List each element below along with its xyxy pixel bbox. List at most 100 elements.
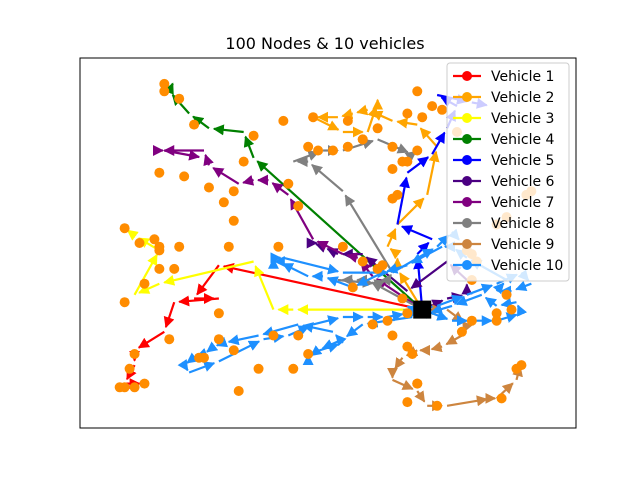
route-segment xyxy=(163,301,176,329)
customer-nodes xyxy=(114,78,537,411)
customer-node xyxy=(432,400,443,411)
route-segment xyxy=(292,150,320,163)
customer-node xyxy=(268,330,279,341)
legend-entry: Vehicle 3 xyxy=(453,111,554,127)
customer-node xyxy=(283,178,294,189)
route-segment xyxy=(466,283,493,296)
customer-node xyxy=(134,238,145,248)
customer-node xyxy=(382,315,393,326)
customer-node xyxy=(506,304,517,315)
route-segment xyxy=(380,273,392,287)
customer-node xyxy=(154,245,165,256)
route-segment xyxy=(281,262,309,278)
route-segment xyxy=(391,248,434,274)
customer-node xyxy=(427,101,438,112)
route-segment xyxy=(212,167,240,185)
customer-node xyxy=(129,349,140,359)
vehicle-routes xyxy=(124,82,532,412)
route-segment xyxy=(500,297,517,309)
route-segment xyxy=(271,182,289,196)
route-segment xyxy=(446,395,488,407)
route-segment xyxy=(346,323,364,338)
route-segment xyxy=(283,256,340,275)
customer-node xyxy=(387,330,398,341)
customer-node xyxy=(119,223,130,234)
customer-node xyxy=(273,241,284,252)
route-segment xyxy=(316,240,344,256)
customer-node xyxy=(337,241,348,252)
customer-node xyxy=(114,382,125,393)
customer-node xyxy=(377,260,388,271)
customer-node xyxy=(213,334,224,345)
legend-swatch-marker xyxy=(462,113,472,123)
route-segment xyxy=(430,303,453,315)
depot-marker xyxy=(413,300,432,319)
chart-title: 100 Nodes & 10 vehicles xyxy=(225,34,424,53)
legend-label: Vehicle 2 xyxy=(491,90,554,106)
customer-node xyxy=(308,112,319,123)
route-segment xyxy=(163,82,174,95)
legend-entry: Vehicle 9 xyxy=(453,237,554,253)
route-segment xyxy=(164,149,201,161)
customer-node xyxy=(303,141,314,152)
customer-node xyxy=(278,115,289,126)
legend-entry: Vehicle 6 xyxy=(453,174,555,190)
legend-swatch-marker xyxy=(462,134,472,144)
customer-node xyxy=(213,308,224,319)
route-segment xyxy=(203,153,214,167)
customer-node xyxy=(174,93,185,104)
route-segment xyxy=(178,295,219,307)
legend-label: Vehicle 8 xyxy=(491,216,554,232)
route-segment xyxy=(516,304,528,317)
route-segment xyxy=(389,248,402,260)
legend-label: Vehicle 4 xyxy=(491,132,555,148)
customer-node xyxy=(223,241,234,252)
legend-swatch-marker xyxy=(462,176,472,186)
route-segment xyxy=(326,247,339,259)
customer-node xyxy=(456,326,467,337)
route-segment xyxy=(416,242,430,255)
route-segment xyxy=(186,352,199,364)
customer-node xyxy=(327,145,338,156)
customer-node xyxy=(516,360,527,371)
route-segment xyxy=(386,228,397,248)
customer-node xyxy=(159,78,170,89)
route-segment xyxy=(212,124,244,136)
customer-node xyxy=(164,334,175,345)
customer-node xyxy=(501,289,512,300)
legend-entry: Vehicle 1 xyxy=(453,69,554,85)
route-segment xyxy=(138,282,160,294)
customer-node xyxy=(412,378,423,389)
route-segment xyxy=(346,252,359,263)
route-segment xyxy=(312,315,340,326)
legend-swatch-marker xyxy=(462,218,472,228)
route-segment xyxy=(394,357,406,370)
customer-node xyxy=(154,263,165,274)
customer-node xyxy=(466,315,477,326)
customer-node xyxy=(238,156,249,167)
route-segment xyxy=(227,334,259,346)
customer-node xyxy=(218,197,229,208)
customer-node xyxy=(417,112,428,123)
customer-node xyxy=(491,315,502,326)
route-segment xyxy=(484,296,498,309)
route-segment xyxy=(344,194,394,274)
customer-node xyxy=(402,308,413,319)
route-segment xyxy=(406,156,430,174)
customer-node xyxy=(179,171,190,182)
legend-swatch-marker xyxy=(462,71,472,81)
customer-node xyxy=(437,104,448,115)
legend-entry: Vehicle 7 xyxy=(453,195,554,211)
customer-node xyxy=(407,349,418,359)
legend-label: Vehicle 1 xyxy=(491,69,554,85)
customer-node xyxy=(189,119,200,130)
customer-node xyxy=(303,349,314,359)
customer-node xyxy=(402,108,413,119)
customer-node xyxy=(357,256,368,267)
legend-label: Vehicle 10 xyxy=(491,258,563,274)
customer-node xyxy=(367,319,378,330)
legend-swatch-marker xyxy=(462,92,472,102)
route-segment xyxy=(243,135,255,159)
